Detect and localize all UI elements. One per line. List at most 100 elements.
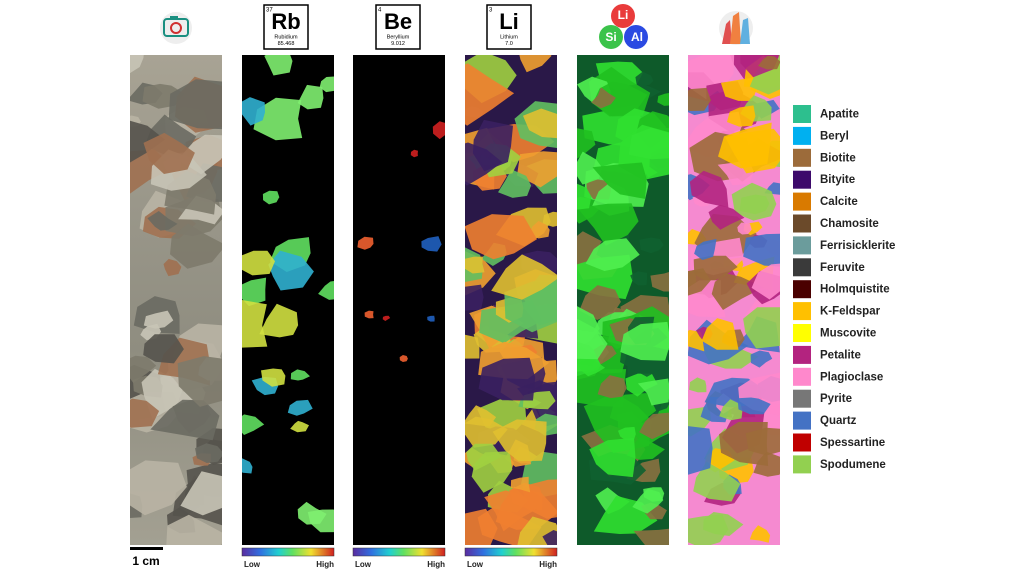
texture-patch [650,272,669,292]
core-texture [130,55,222,545]
legend-label: Muscovite [820,328,876,340]
texture-patch [382,315,391,321]
texture-patch [166,514,222,545]
texture-patch [465,214,537,260]
core-image [353,55,445,545]
texture-patch [519,55,552,73]
texture-patch [688,426,713,475]
texture-patch [364,310,374,319]
texture-patch [465,284,484,311]
texture-patch [318,281,334,300]
texture-patch [626,437,665,460]
legend-swatch [793,411,811,430]
texture-patch [297,84,324,110]
texture-patch [143,334,184,364]
texture-patch [689,170,729,208]
texture-patch [465,334,480,359]
texture-patch [465,63,515,126]
texture-patch [592,81,648,117]
texture-patch [635,71,654,86]
texture-patch [592,162,647,199]
texture-patch [743,233,780,267]
texture-patch [478,357,536,401]
core-texture [465,55,557,545]
atomic-number: 3 [489,8,493,14]
texture-patch [745,427,780,456]
element-tile [375,4,421,50]
texture-patch [399,355,408,362]
texture-patch [143,132,195,174]
texture-patch [130,398,160,428]
atomic-mass: 7.0 [505,41,513,47]
legend-label: Quartz [820,415,857,427]
core-image [688,55,780,545]
atomic-number: 37 [266,8,273,14]
core-image [465,55,557,545]
legend-swatch [793,389,811,408]
texture-patch [357,236,374,250]
core-texture [688,55,780,545]
legend-swatch [793,280,811,299]
texture-patch [591,87,616,109]
legend-swatch [793,126,811,145]
legend-label: Holmquistite [820,284,890,296]
texture-patch [542,530,557,545]
colorbar-low: Low [467,560,484,569]
atomic-mass: 85.468 [278,41,295,47]
element-name: Rubidium [274,34,298,40]
legend-swatch [793,192,811,211]
texture-patch [577,183,592,210]
texture-patch [170,223,222,269]
texture-patch [130,460,187,516]
core-texture [242,55,334,533]
texture-patch [427,315,435,322]
texture-patch [751,263,780,300]
texture-patch [130,355,157,383]
texture-patch [620,321,669,361]
texture-patch [639,412,669,440]
colorbar-high: High [316,560,334,569]
legend-swatch [793,105,811,123]
legend-swatch [793,433,811,452]
scale-bar [130,547,163,550]
legend-label: Spodumene [820,459,886,471]
texture-patch [180,471,222,516]
ternary-icon [599,4,648,49]
texture-patch [319,76,334,93]
colorbar-low: Low [355,560,372,569]
element-symbol: Li [499,9,519,34]
colorbar-high: High [539,560,557,569]
texture-patch [498,169,532,198]
legend-label: K-Feldspar [820,306,881,318]
texture-patch [264,55,293,76]
scale-label: 1 cm [132,554,159,568]
colorbar [464,547,558,557]
legend-label: Beryl [820,130,849,142]
legend-label: Biotite [820,152,856,164]
texture-patch [688,55,735,100]
core-texture [357,121,445,362]
legend-swatch [793,455,811,474]
legend-label: Calcite [820,196,858,208]
legend-swatch [793,148,811,167]
texture-patch [261,368,286,387]
texture-patch [195,443,222,463]
texture-patch [718,122,772,169]
legend-swatch [793,236,811,255]
texture-patch [749,525,771,543]
texture-patch [689,377,707,393]
texture-patch [731,182,777,221]
texture-patch [242,277,267,307]
legend-label: Ferrisicklerite [820,240,895,252]
texture-patch [150,399,220,441]
texture-patch [688,268,711,296]
core-background [353,55,445,545]
texture-patch [743,307,780,349]
element-symbol: Rb [271,9,300,34]
core-texture [577,61,669,545]
ternary-label: Si [605,30,616,44]
core-image [130,55,222,545]
texture-patch [297,501,327,525]
texture-patch [708,204,745,230]
legend-swatch [793,302,811,321]
